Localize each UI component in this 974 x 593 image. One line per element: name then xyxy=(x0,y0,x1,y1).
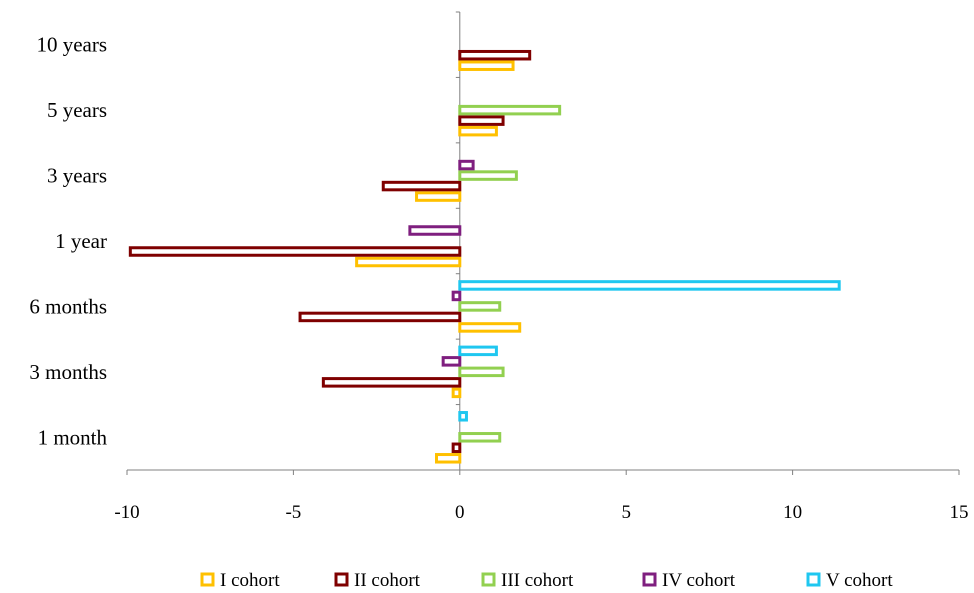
legend: I cohort II cohort III cohort IV cohort V co… xyxy=(200,570,893,591)
bar xyxy=(298,311,462,323)
x-tick-label: 5 xyxy=(621,502,631,523)
bar xyxy=(451,387,462,399)
bar xyxy=(435,453,462,464)
legend-swatch xyxy=(481,572,496,587)
legend-swatch xyxy=(806,572,821,587)
bar xyxy=(128,246,462,257)
legend-label: V cohort xyxy=(826,570,893,591)
legend-label: III cohort xyxy=(501,570,574,591)
bar xyxy=(458,280,841,291)
x-tick-label: 15 xyxy=(950,502,969,523)
legend-swatch xyxy=(642,572,657,587)
bar xyxy=(458,432,502,443)
bar xyxy=(458,366,505,378)
y-tick-label: 1 year xyxy=(55,229,107,253)
bar xyxy=(458,170,518,181)
bar xyxy=(458,60,515,71)
bar xyxy=(415,191,462,202)
bar xyxy=(321,377,462,388)
bar xyxy=(451,290,462,302)
y-tick-label: 5 years xyxy=(47,98,107,122)
bar xyxy=(458,125,498,137)
x-tick-label: -5 xyxy=(285,502,301,523)
bar xyxy=(458,322,522,333)
y-tick-label: 1 month xyxy=(38,425,108,449)
legend-label: I cohort xyxy=(220,570,280,591)
x-axis: -10 -5 0 5 10 15 xyxy=(114,469,969,523)
legend-label: IV cohort xyxy=(662,570,736,591)
legend-swatch xyxy=(334,572,349,587)
legend-label: II cohort xyxy=(354,570,421,591)
y-tick-label: 3 years xyxy=(47,164,107,188)
bar xyxy=(458,345,498,357)
x-tick-label: 10 xyxy=(783,502,802,523)
legend-swatch xyxy=(200,572,215,587)
bar xyxy=(458,301,502,312)
bars xyxy=(128,49,841,464)
bar xyxy=(458,115,505,126)
bar xyxy=(355,256,462,268)
y-tick-label: 3 months xyxy=(29,360,107,384)
bar xyxy=(458,411,468,422)
bar xyxy=(408,225,462,236)
bar xyxy=(458,49,532,61)
x-tick-label: 0 xyxy=(455,502,465,523)
bar xyxy=(381,180,462,192)
bar xyxy=(458,159,475,171)
x-tick-label: -10 xyxy=(114,502,139,523)
y-tick-label: 10 years xyxy=(36,33,107,57)
y-tick-label: 6 months xyxy=(29,294,107,318)
y-axis: 1 month 3 months 6 months 1 year 3 years 5 ye… xyxy=(29,11,461,471)
bar xyxy=(441,356,462,367)
bar xyxy=(451,442,462,454)
bar xyxy=(458,104,562,116)
